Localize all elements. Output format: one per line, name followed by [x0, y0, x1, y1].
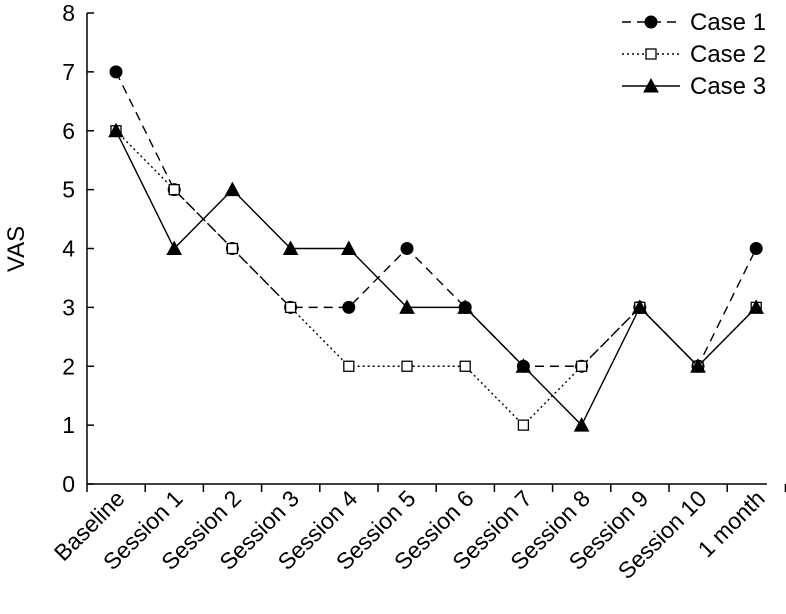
legend-item: Case 1 [622, 9, 766, 36]
series-layer [108, 65, 765, 432]
series-case-2 [110, 125, 762, 431]
case-marker [108, 122, 124, 138]
case-marker [168, 183, 180, 196]
series-line [115, 130, 757, 427]
case-marker [515, 358, 532, 373]
case-marker [749, 242, 763, 255]
case-marker [459, 360, 471, 372]
legend-label: Case 3 [690, 73, 766, 100]
case-marker [224, 181, 241, 197]
case-marker [166, 240, 183, 255]
y-tick-label: 4 [62, 236, 75, 262]
case-marker [573, 417, 590, 432]
case-marker [400, 242, 414, 255]
case-marker [644, 15, 658, 29]
y-axis-title: VAS [3, 226, 30, 272]
y-tick-label: 1 [62, 412, 75, 438]
case-marker [109, 65, 123, 79]
case-marker [457, 299, 474, 314]
series-line [115, 71, 757, 368]
y-ticks: 0 1 2 3 4 5 6 7 8 [62, 0, 94, 497]
case-marker [748, 299, 765, 314]
case-marker [343, 360, 355, 372]
case-marker [631, 299, 648, 314]
axes [86, 13, 767, 485]
case-marker [690, 358, 706, 373]
case-marker [575, 360, 588, 372]
y-tick-label: 5 [62, 177, 75, 203]
series-case-1 [109, 65, 763, 373]
case-marker [226, 242, 239, 255]
series-case-3 [108, 122, 765, 432]
case-marker [401, 360, 413, 372]
y-tick-label: 0 [62, 471, 75, 497]
legend: Case 1 Case 2 Case 3 [622, 9, 766, 100]
y-tick-label: 7 [62, 59, 75, 85]
y-tick-label: 8 [62, 0, 75, 26]
legend-label: Case 2 [690, 41, 766, 68]
legend-item: Case 3 [622, 73, 766, 100]
legend-item: Case 2 [622, 41, 766, 68]
series-line [115, 130, 757, 427]
legend-label: Case 1 [690, 9, 766, 36]
y-tick-label: 6 [62, 118, 75, 144]
case-marker [282, 240, 299, 255]
case-marker [643, 77, 659, 93]
case-marker [517, 419, 530, 431]
case-marker [342, 300, 356, 314]
y-tick-label: 2 [62, 353, 75, 379]
case-marker [645, 48, 657, 60]
case-marker [399, 299, 415, 314]
case-marker [340, 240, 357, 255]
y-tick-label: 3 [62, 294, 75, 320]
case-marker [284, 301, 297, 314]
